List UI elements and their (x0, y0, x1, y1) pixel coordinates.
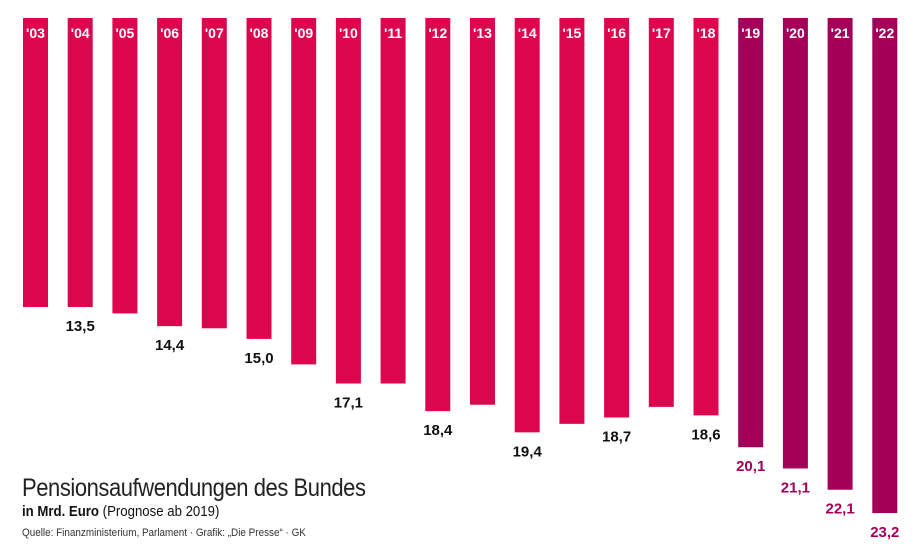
year-tick-label: '17 (652, 25, 671, 41)
value-label: 18,4 (423, 422, 453, 439)
bar-06 (157, 18, 183, 327)
bar-10 (335, 18, 361, 384)
year-tick-label: '05 (115, 25, 134, 41)
unit-label: in Mrd. Euro (22, 503, 99, 520)
year-tick-label: '12 (428, 25, 447, 41)
chart-subtitle: in Mrd. Euro (Prognose ab 2019) (22, 503, 219, 520)
value-label: 21,1 (781, 479, 810, 496)
year-tick-label: '10 (339, 25, 358, 41)
year-tick-label: '16 (607, 25, 626, 41)
value-label: 17,1 (334, 395, 363, 412)
bar-04 (67, 18, 93, 308)
year-tick-label: '20 (786, 25, 805, 41)
year-tick-label: '14 (518, 25, 537, 41)
bar-03 (23, 18, 48, 308)
bar-12 (425, 18, 451, 412)
year-tick-label: '03 (26, 25, 45, 41)
forecast-note: (Prognose ab 2019) (102, 503, 220, 520)
year-tick-label: '08 (250, 25, 269, 41)
bar-05 (112, 18, 138, 314)
bar-07 (201, 18, 227, 329)
bar-18 (693, 18, 719, 416)
value-label: 13,5 (66, 318, 95, 335)
year-tick-label: '04 (71, 25, 90, 41)
value-label: 22,1 (825, 501, 854, 518)
year-tick-label: '09 (294, 25, 313, 41)
bar-09 (291, 18, 317, 365)
year-tick-label: '13 (473, 25, 492, 41)
year-tick-label: '15 (562, 25, 581, 41)
value-label: 23,2 (870, 524, 899, 541)
bar-14 (514, 18, 540, 433)
value-label: 18,6 (691, 426, 720, 443)
source-note: Quelle: Finanzministerium, Parlament · G… (22, 527, 306, 539)
year-tick-label: '19 (741, 25, 760, 41)
value-label: 20,1 (736, 458, 765, 475)
bar-08 (246, 18, 272, 339)
bar-21 (827, 18, 853, 490)
bar-22 (872, 18, 898, 514)
bar-17 (648, 18, 674, 407)
year-tick-label: '21 (831, 25, 850, 41)
year-tick-label: '07 (205, 25, 224, 41)
value-label: 14,4 (155, 337, 185, 354)
chart-title: Pensionsaufwendungen des Bundes (22, 474, 366, 502)
year-tick-label: '18 (697, 25, 716, 41)
bar-11 (380, 18, 406, 384)
bar-16 (604, 18, 630, 418)
value-label: 19,4 (513, 443, 543, 460)
bar-13 (470, 18, 495, 405)
bar-20 (782, 18, 808, 469)
value-label: 18,7 (602, 428, 631, 445)
value-label: 15,0 (244, 350, 273, 367)
year-tick-label: '11 (384, 25, 402, 41)
bar-15 (559, 18, 585, 424)
year-tick-label: '06 (160, 25, 179, 41)
bar-19 (738, 18, 764, 448)
year-tick-label: '22 (875, 25, 894, 41)
